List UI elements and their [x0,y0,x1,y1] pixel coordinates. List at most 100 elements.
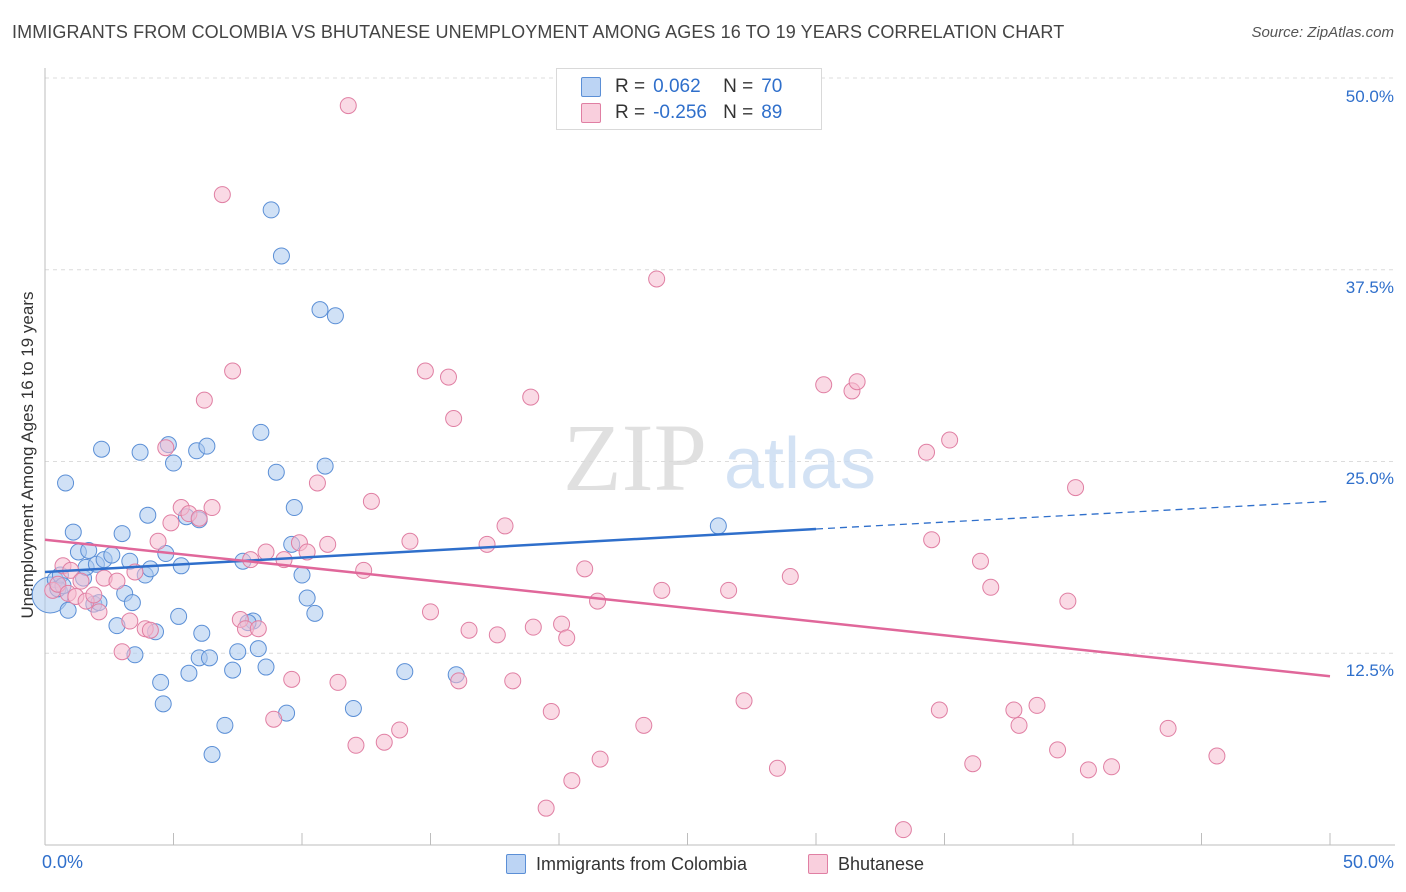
colombia-point [113,525,131,543]
bhutanese-point [362,492,380,510]
bhutanese-point [157,439,175,457]
colombia-point [396,663,414,681]
bhutanese-point [257,543,275,561]
bhutanese-point [735,692,753,710]
bhutanese-point [971,552,989,570]
bhutanese-point [265,710,283,728]
colombia-point [306,604,324,622]
bhutanese-point [141,621,159,639]
bhutanese-point [1005,701,1023,719]
colombia-point [123,594,141,612]
bhutanese-point [213,186,231,204]
bhutanese-point [591,750,609,768]
bhutanese-point [203,499,221,517]
colombia-point [165,454,182,472]
colombia-point [311,301,329,319]
bhutanese-point [391,721,409,739]
colombia-point [285,499,303,517]
legend-n-label: N = [723,102,754,123]
bhutanese-point [1049,741,1067,759]
colombia-point [131,443,149,461]
y-tick-label-37-5: 37.5% [1345,278,1394,297]
bhutanese-point [355,561,373,579]
bhutanese-point [445,410,463,428]
colombia-point [249,640,267,658]
colombia-point [139,506,157,524]
bhutanese-point [1028,696,1046,714]
watermark-atlas: atlas [724,424,876,504]
source-credit: Source: ZipAtlas.com [1251,24,1394,41]
bhutanese-point [488,626,506,644]
colombia-point [257,658,275,676]
bhutanese-point [923,531,941,549]
trend-line-colombia [44,527,817,574]
colombia-point [57,474,75,492]
legend-n-value-bhutanese: 89 [761,102,783,123]
bhutanese-point [848,373,866,391]
colombia-point [262,201,280,219]
colombia-point [293,566,311,584]
bhutanese-point [1010,716,1028,734]
legend-r-value-colombia: 0.062 [653,76,701,97]
bhutanese-point [589,592,607,610]
bhutanese-point [930,701,948,719]
colombia-point [170,607,188,625]
bhutanese-point [401,532,419,550]
legend-swatch-colombia [581,77,601,97]
bottom-legend-swatch-bhutanese [808,854,828,874]
bhutanese-point [347,736,365,754]
bhutanese-point [113,643,131,661]
bhutanese-point [190,509,208,527]
colombia-point [152,673,170,691]
x-tick-label-min: 0.0% [42,852,84,872]
colombia-point [200,649,218,667]
trend-line-colombia-extension [815,500,1331,530]
bhutanese-point [439,368,457,386]
colombia-point [344,699,362,717]
bhutanese-point [108,572,126,590]
bhutanese-point [162,514,180,532]
bhutanese-point [319,535,337,553]
legend-swatch-bhutanese [581,103,601,123]
colombia-point [203,745,221,763]
bhutanese-point [1208,747,1226,765]
bhutanese-point [121,612,139,630]
bhutanese-point [339,97,357,115]
bhutanese-point [224,362,242,380]
bhutanese-point [576,560,594,578]
bhutanese-point [537,799,555,817]
legend-row-bhutanese: R = -0.256 N = 89 [581,101,782,125]
colombia-point [252,423,270,441]
bhutanese-point [781,568,799,586]
bottom-legend-bhutanese: Bhutanese [808,852,924,876]
bhutanese-point [653,581,671,599]
colombia-point [80,541,98,559]
bhutanese-point [149,532,167,550]
bhutanese-point [478,535,496,553]
axes [44,68,1395,846]
legend-n-value-colombia: 70 [761,76,783,97]
bhutanese-point [1159,719,1177,737]
bhutanese-point [195,391,213,409]
bottom-legend-label-colombia: Immigrants from Colombia [536,853,748,874]
bhutanese-point [524,618,542,636]
colombia-point [229,643,247,661]
bhutanese-point [563,772,581,790]
bhutanese-point [416,362,434,380]
bhutanese-point [918,443,936,461]
bottom-legend-swatch-colombia [506,854,526,874]
legend-row-colombia: R = 0.062 N = 70 [581,75,782,99]
bhutanese-point [496,517,514,535]
bhutanese-point [450,672,468,690]
series-bhutanese-points [44,97,1226,839]
bhutanese-point [941,431,959,449]
legend-n-label: N = [723,76,754,97]
colombia-point [141,560,159,578]
bhutanese-point [1079,761,1097,779]
legend-r-label: R = [615,102,646,123]
colombia-point [59,601,77,619]
colombia-point [180,664,198,682]
colombia-point [154,695,172,713]
legend-r-label: R = [615,76,646,97]
trend-lines [44,500,1331,678]
